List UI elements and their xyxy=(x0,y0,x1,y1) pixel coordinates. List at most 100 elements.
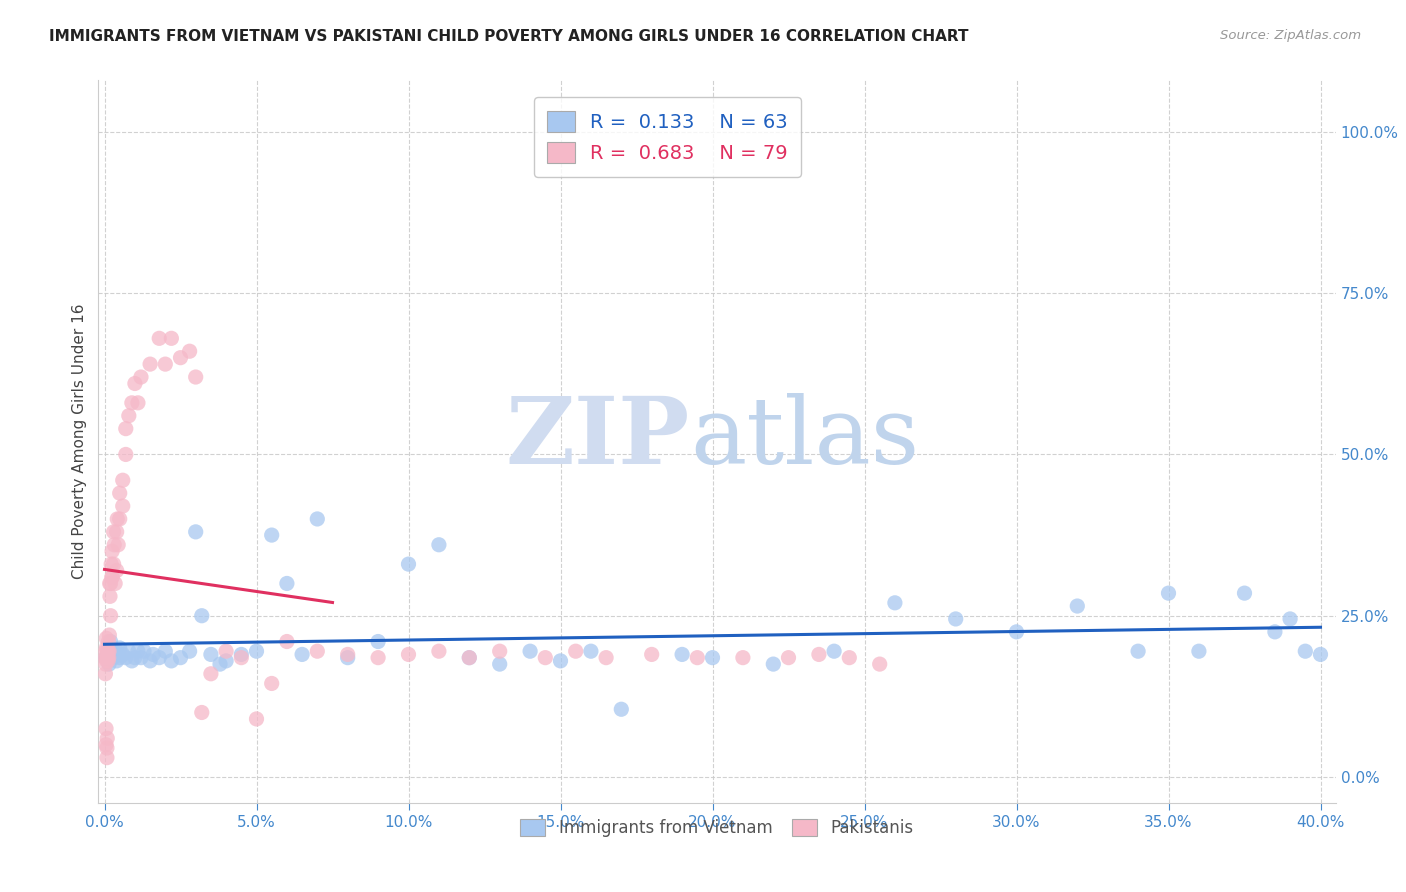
Point xyxy=(96,741,118,756)
Point xyxy=(121,654,143,668)
Point xyxy=(105,564,128,578)
Point xyxy=(98,576,121,591)
Point xyxy=(731,650,754,665)
Point xyxy=(98,644,121,658)
Point xyxy=(823,644,845,658)
Point xyxy=(108,650,131,665)
Point xyxy=(127,644,149,658)
Point xyxy=(398,557,420,571)
Point xyxy=(105,512,128,526)
Point xyxy=(107,538,129,552)
Point xyxy=(1188,644,1211,658)
Point xyxy=(276,576,298,591)
Point xyxy=(191,608,214,623)
Point xyxy=(179,644,201,658)
Point xyxy=(200,648,222,662)
Point xyxy=(129,370,152,384)
Text: ZIP: ZIP xyxy=(506,393,690,483)
Point xyxy=(260,676,283,690)
Point xyxy=(124,650,146,665)
Point xyxy=(118,409,141,423)
Text: IMMIGRANTS FROM VIETNAM VS PAKISTANI CHILD POVERTY AMONG GIRLS UNDER 16 CORRELAT: IMMIGRANTS FROM VIETNAM VS PAKISTANI CHI… xyxy=(49,29,969,44)
Point xyxy=(121,396,143,410)
Point xyxy=(686,650,709,665)
Point xyxy=(291,648,314,662)
Point xyxy=(96,650,118,665)
Y-axis label: Child Poverty Among Girls Under 16: Child Poverty Among Girls Under 16 xyxy=(72,304,87,579)
Point xyxy=(96,644,118,658)
Text: Source: ZipAtlas.com: Source: ZipAtlas.com xyxy=(1220,29,1361,42)
Point xyxy=(96,632,118,646)
Point xyxy=(169,351,191,365)
Point xyxy=(1294,644,1316,658)
Point xyxy=(1264,624,1286,639)
Point xyxy=(231,648,253,662)
Point xyxy=(398,648,420,662)
Point xyxy=(579,644,602,658)
Point xyxy=(96,640,118,655)
Point xyxy=(1309,648,1331,662)
Point xyxy=(100,576,122,591)
Point xyxy=(155,357,177,371)
Point xyxy=(208,657,231,672)
Point xyxy=(100,634,122,648)
Point xyxy=(534,650,557,665)
Point xyxy=(148,650,170,665)
Point xyxy=(127,396,149,410)
Point xyxy=(94,650,117,665)
Point xyxy=(97,634,120,648)
Text: atlas: atlas xyxy=(690,393,920,483)
Point xyxy=(105,654,128,668)
Point xyxy=(118,644,141,658)
Point xyxy=(94,644,117,658)
Point xyxy=(550,654,572,668)
Point xyxy=(260,528,283,542)
Point xyxy=(200,666,222,681)
Point xyxy=(97,654,120,668)
Point xyxy=(427,644,450,658)
Point xyxy=(98,657,121,672)
Point xyxy=(101,544,124,558)
Point xyxy=(111,473,134,487)
Point xyxy=(94,722,117,736)
Point xyxy=(94,666,117,681)
Point xyxy=(807,648,830,662)
Point xyxy=(142,648,165,662)
Point xyxy=(101,570,124,584)
Point xyxy=(129,650,152,665)
Point xyxy=(97,644,120,658)
Point xyxy=(184,524,207,539)
Point xyxy=(108,640,131,655)
Point xyxy=(139,357,162,371)
Point xyxy=(96,648,118,662)
Point xyxy=(160,654,183,668)
Point xyxy=(103,644,125,658)
Point xyxy=(108,486,131,500)
Point xyxy=(96,650,118,665)
Point xyxy=(231,650,253,665)
Point xyxy=(104,576,127,591)
Point xyxy=(155,644,177,658)
Point xyxy=(883,596,905,610)
Point xyxy=(96,750,118,764)
Point xyxy=(564,644,586,658)
Point xyxy=(945,612,967,626)
Point xyxy=(336,648,359,662)
Point xyxy=(458,650,481,665)
Point xyxy=(132,644,155,658)
Point xyxy=(1066,599,1088,613)
Point xyxy=(94,657,117,672)
Point xyxy=(98,628,121,642)
Point xyxy=(1233,586,1256,600)
Point xyxy=(169,650,191,665)
Point xyxy=(124,376,146,391)
Point xyxy=(1005,624,1028,639)
Point xyxy=(245,644,267,658)
Point xyxy=(869,657,891,672)
Point xyxy=(336,650,359,665)
Point xyxy=(427,538,450,552)
Point xyxy=(103,557,125,571)
Point xyxy=(101,570,124,584)
Point xyxy=(1126,644,1149,658)
Point xyxy=(94,650,117,665)
